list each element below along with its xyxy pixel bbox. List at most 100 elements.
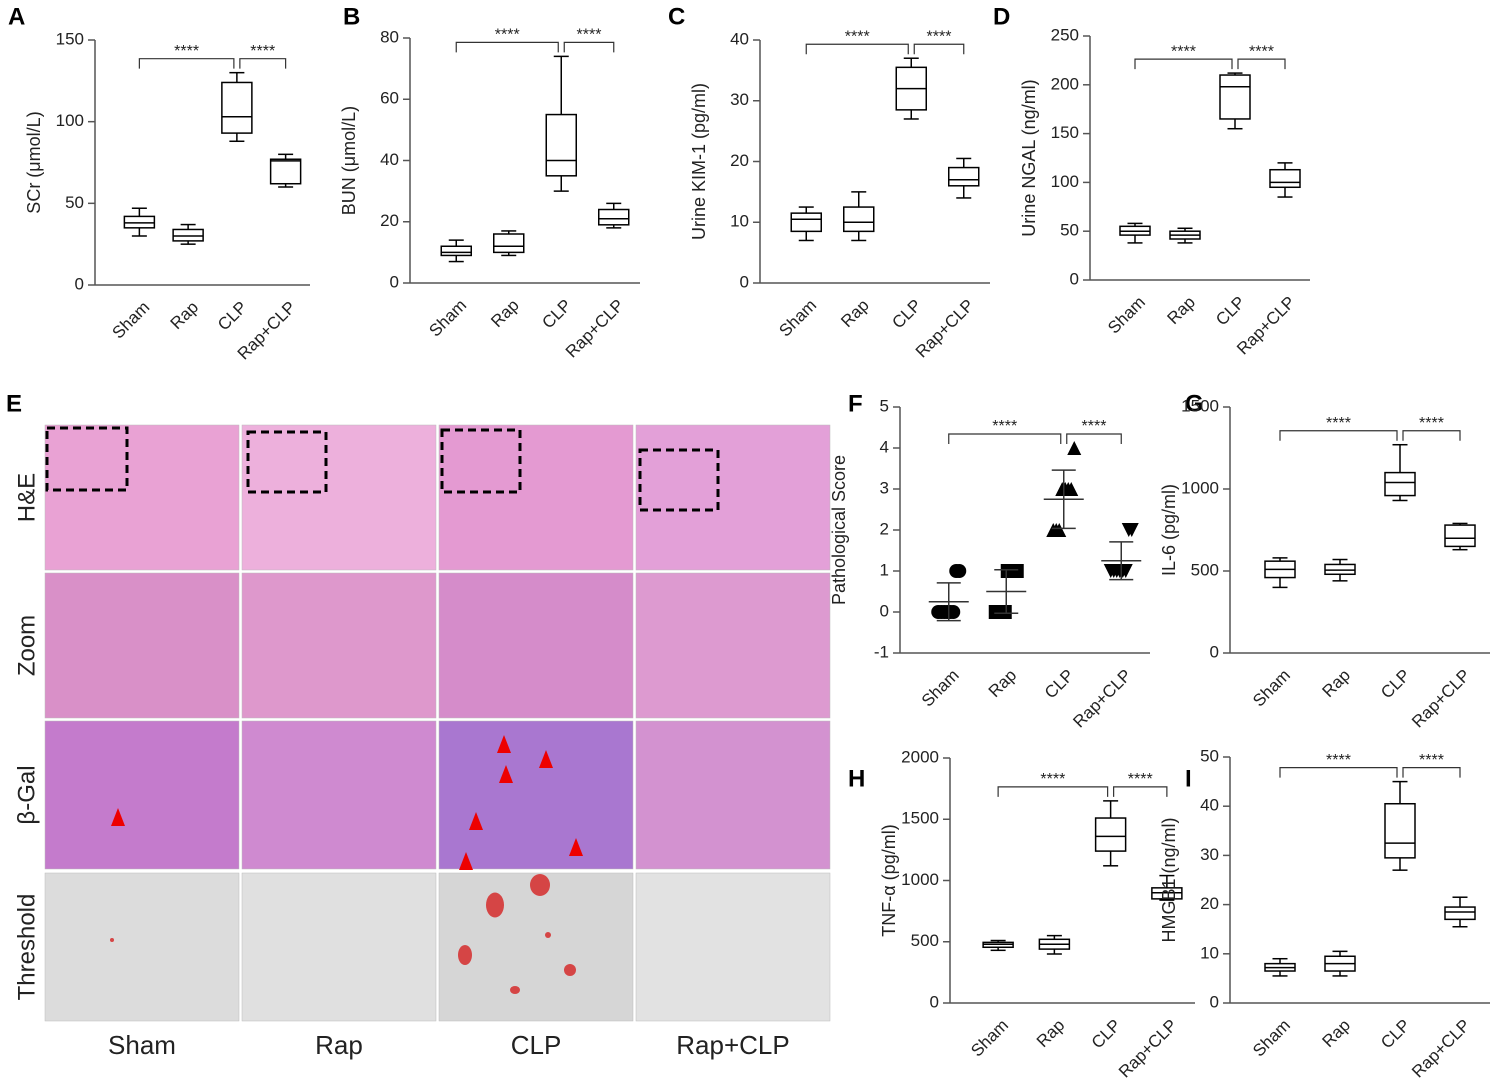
y-tick-label: 5 — [880, 396, 889, 415]
row-label: Zoom — [13, 615, 40, 676]
y-tick-label: 1500 — [1181, 396, 1219, 415]
stain-spot — [530, 874, 550, 896]
panel-letter: B — [343, 3, 360, 30]
y-tick-label: 80 — [380, 27, 399, 46]
significance-bracket — [563, 41, 615, 53]
arrowhead — [539, 750, 553, 768]
y-tick-label: 2 — [880, 519, 889, 538]
y-tick-label: 200 — [1051, 74, 1079, 93]
zoom-box — [246, 430, 328, 494]
stain-spot — [564, 964, 576, 976]
x-tick-label: Sham — [109, 298, 154, 343]
x-tick-label: Rap — [1164, 293, 1199, 328]
y-axis-label: HMGB1 (ng/ml) — [1159, 817, 1179, 942]
y-axis-label: SCr (μmol/L) — [24, 111, 44, 213]
x-tick-label: Sham — [1249, 666, 1294, 711]
y-tick-label: 20 — [730, 151, 749, 170]
panel-letter: E — [6, 390, 22, 417]
stain-spot — [486, 892, 504, 918]
histology-image — [438, 720, 634, 870]
histology-image — [635, 720, 831, 870]
arrowhead — [569, 838, 583, 856]
box — [790, 212, 822, 233]
box — [221, 81, 253, 134]
y-tick-label: 50 — [1200, 746, 1219, 765]
panel-letter: I — [1185, 765, 1192, 792]
histology-image — [241, 720, 437, 870]
histology-image — [241, 572, 437, 719]
point — [1124, 523, 1139, 537]
x-tick-label: CLP — [1212, 293, 1249, 330]
x-tick-label: CLP — [888, 296, 925, 333]
box — [269, 158, 302, 185]
panel-letter: F — [848, 390, 863, 417]
box — [1324, 563, 1356, 576]
y-tick-label: 10 — [730, 212, 749, 231]
x-tick-label: Rap+CLP — [912, 296, 978, 362]
y-axis-label: Urine NGAL (ng/ml) — [1019, 79, 1039, 236]
y-tick-label: 40 — [1200, 796, 1219, 815]
x-tick-label: Sham — [425, 296, 470, 341]
x-tick-label: Rap — [487, 296, 522, 331]
x-tick-label: Sham — [967, 1016, 1012, 1061]
point — [1118, 564, 1133, 578]
histology-image — [241, 872, 437, 1022]
panel-letter: D — [993, 3, 1010, 30]
x-tick-label: Rap — [167, 298, 202, 333]
point — [1009, 564, 1024, 578]
point — [1064, 482, 1079, 496]
y-tick-label: 0 — [1210, 642, 1219, 661]
panel-letter: A — [8, 3, 25, 30]
significance-bracket — [1134, 58, 1233, 70]
y-tick-label: 0 — [390, 272, 399, 291]
y-tick-label: 50 — [65, 193, 84, 212]
y-tick-label: 20 — [380, 211, 399, 230]
x-tick-label: Rap — [837, 296, 872, 331]
arrowhead — [469, 812, 483, 830]
histology-image — [44, 872, 240, 1022]
x-tick-label: Rap — [1319, 1016, 1354, 1051]
stain-spot — [510, 986, 520, 994]
y-tick-label: 4 — [880, 437, 889, 456]
point — [997, 605, 1012, 619]
significance-label: **** — [174, 43, 199, 60]
x-tick-label: CLP — [1377, 666, 1414, 703]
significance-label: **** — [992, 418, 1017, 435]
column-label: CLP — [511, 1030, 562, 1060]
column-label: Sham — [108, 1030, 176, 1060]
y-tick-label: 500 — [1191, 560, 1219, 579]
y-tick-label: 100 — [1051, 172, 1079, 191]
significance-bracket — [805, 43, 909, 55]
x-tick-label: CLP — [1088, 1016, 1125, 1053]
significance-label: **** — [1128, 771, 1153, 788]
y-tick-label: 30 — [730, 90, 749, 109]
significance-bracket — [1113, 786, 1168, 797]
box — [440, 245, 472, 257]
point — [1052, 523, 1067, 537]
x-tick-label: Rap+CLP — [562, 296, 628, 362]
significance-bracket — [913, 43, 965, 55]
x-tick-label: CLP — [538, 296, 575, 333]
box — [1384, 802, 1416, 859]
significance-label: **** — [1326, 415, 1351, 432]
y-axis-label: IL-6 (pg/ml) — [1159, 484, 1179, 576]
y-tick-label: 3 — [880, 478, 889, 497]
stain-spot — [458, 945, 472, 965]
row-label: β-Gal — [13, 765, 40, 824]
y-tick-label: 0 — [1070, 269, 1079, 288]
box — [843, 206, 875, 233]
stain-spot — [110, 938, 114, 942]
y-tick-label: 0 — [740, 272, 749, 291]
y-tick-label: 40 — [380, 150, 399, 169]
box — [1444, 524, 1476, 548]
arrowhead — [459, 852, 473, 870]
y-tick-label: 150 — [56, 29, 84, 48]
y-tick-label: 30 — [1200, 845, 1219, 864]
box — [1219, 74, 1251, 120]
significance-label: **** — [845, 28, 870, 45]
significance-bracket — [948, 433, 1062, 444]
box — [1094, 817, 1127, 852]
y-axis-label: Pathological Score — [829, 455, 849, 605]
histology-image — [438, 872, 634, 1022]
